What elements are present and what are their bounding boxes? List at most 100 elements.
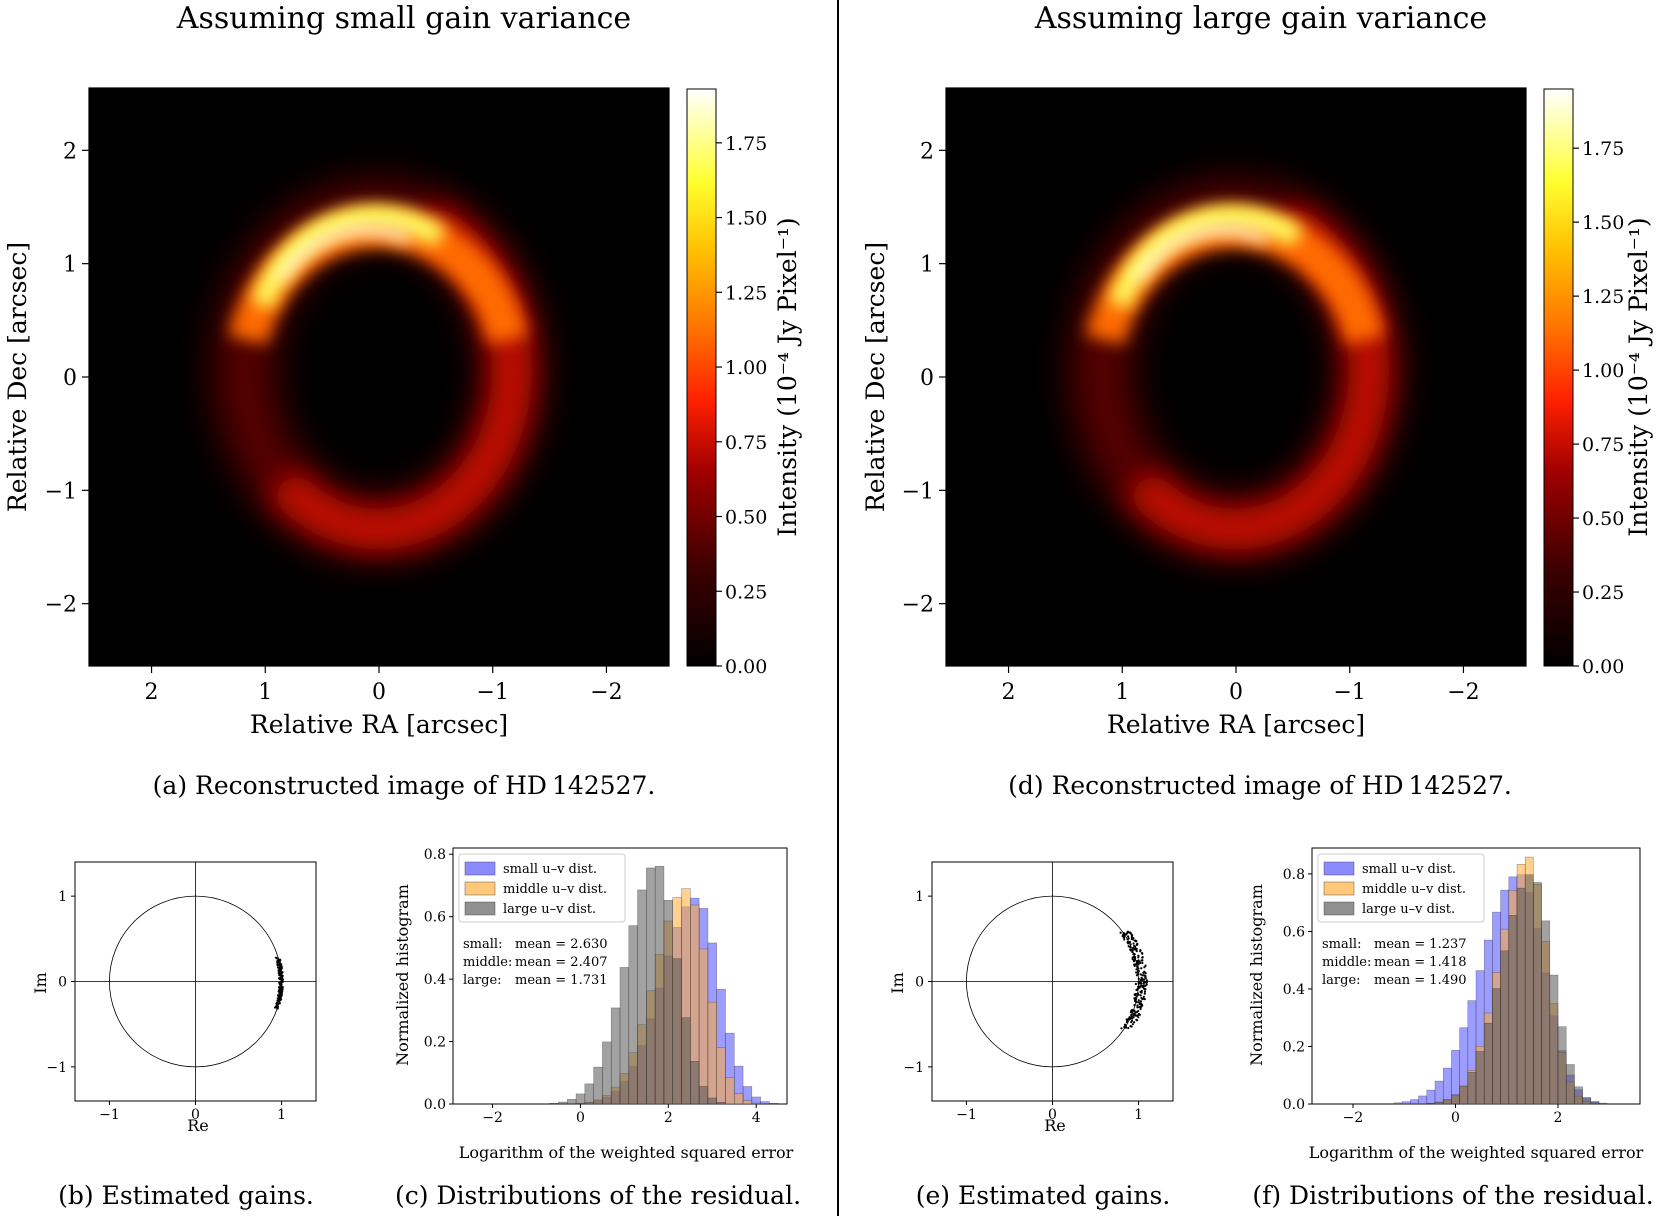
gain-point	[1139, 1007, 1142, 1011]
y-tick-label: 0	[915, 975, 924, 991]
left-header: Assuming small gain variance	[176, 1, 631, 36]
gain-point	[1137, 967, 1140, 970]
gain-point	[1139, 981, 1142, 984]
colorbar-tick-label: 1.75	[725, 133, 767, 155]
histogram-bar	[593, 1066, 603, 1105]
panel-a-caption: (a) Reconstructed image of HD 142527.	[153, 771, 656, 800]
y-tick-label: 0.4	[1283, 982, 1305, 998]
histogram-bar	[1590, 1101, 1600, 1105]
gain-point	[280, 978, 284, 981]
histogram-bar	[1541, 920, 1551, 1105]
mean-label: middle:	[463, 955, 512, 970]
panel-b-caption: (b) Estimated gains.	[58, 1181, 314, 1210]
mean-label: large:	[1322, 973, 1361, 988]
gain-point	[1125, 1021, 1128, 1024]
x-tick-label: 2	[1002, 680, 1016, 705]
panel-f-ylabel: Normalized histogram	[1247, 884, 1266, 1066]
gain-point	[1139, 1000, 1143, 1003]
panel-a-xlabel: Relative RA [arcsec]	[250, 710, 508, 739]
gain-point	[1129, 943, 1132, 946]
histogram-bar	[1598, 1102, 1608, 1105]
histogram-bar	[1426, 1089, 1436, 1105]
panel-d-colorbar-ticks: 0.00 0.25 0.50 0.75 1.00 1.25 1.50 1.75	[1573, 138, 1624, 678]
gain-point	[280, 993, 283, 997]
gain-point	[1133, 963, 1136, 966]
mean-label: large:	[463, 973, 502, 988]
gain-point	[1119, 931, 1122, 934]
gain-point	[1133, 1014, 1136, 1017]
x-tick-label: 1	[1115, 680, 1129, 705]
gain-point	[1130, 1015, 1133, 1018]
colorbar-tick-label: 1.00	[725, 357, 767, 379]
gain-point	[1140, 959, 1143, 962]
gain-point	[1137, 954, 1140, 957]
x-tick-label: 2	[664, 1110, 673, 1126]
gain-point	[280, 967, 283, 970]
colorbar-tick-label: 0.25	[1582, 582, 1624, 604]
histogram-bar	[725, 1077, 735, 1105]
gain-point	[278, 959, 281, 962]
histogram-bar	[1508, 915, 1518, 1105]
panel-a-colorbar-label: Intensity (10⁻⁴ Jy Pixel⁻¹)	[773, 217, 802, 536]
gain-point	[1137, 993, 1140, 996]
histogram-bar	[1442, 1067, 1452, 1105]
gain-point	[1137, 999, 1140, 1002]
panel-d-ring-hot	[1132, 225, 1270, 283]
mean-value: mean = 1.490	[1374, 973, 1467, 988]
gain-point	[1120, 1027, 1123, 1030]
histogram-bar	[549, 1102, 559, 1105]
mean-label: middle:	[1322, 955, 1371, 970]
y-tick-label: 0.6	[1283, 924, 1305, 940]
colorbar-tick-label: 0.75	[725, 432, 767, 454]
colorbar-tick-label: 1.25	[725, 282, 767, 304]
panel-d-xlabel: Relative RA [arcsec]	[1107, 710, 1365, 739]
gain-point	[1136, 961, 1139, 964]
histogram-bar	[1459, 1086, 1469, 1105]
gain-point	[1127, 931, 1130, 934]
gain-point	[1137, 1013, 1140, 1016]
gain-point	[1138, 960, 1141, 964]
gain-point	[1142, 971, 1145, 974]
histogram-bar	[610, 1007, 621, 1105]
gain-point	[277, 997, 280, 1000]
gain-point	[1130, 1011, 1133, 1014]
gain-point	[1133, 944, 1136, 947]
histogram-bar	[646, 867, 656, 1105]
panel-f-xlabel: Logarithm of the weighted squared error	[1309, 1143, 1644, 1162]
gain-point	[1144, 981, 1148, 984]
gain-point	[1125, 1026, 1128, 1029]
legend-swatch	[464, 861, 496, 876]
gain-point	[1135, 1019, 1139, 1022]
gain-point	[1132, 942, 1135, 945]
gain-point	[1132, 946, 1135, 950]
panel-d-ring-body	[1081, 191, 1389, 549]
x-tick-label: 4	[752, 1110, 761, 1126]
gain-point	[1136, 1004, 1139, 1007]
gain-point	[277, 1002, 280, 1005]
gain-point	[1137, 956, 1140, 959]
gain-point	[1135, 1001, 1138, 1004]
gain-point	[1143, 978, 1146, 981]
x-tick-label: −1	[99, 1107, 120, 1123]
gain-point	[1139, 994, 1142, 997]
gain-point	[1135, 974, 1139, 977]
gain-point	[1136, 942, 1139, 945]
colorbar-tick-label: 1.00	[1582, 360, 1624, 382]
panel-b-ylabel: Im	[31, 972, 50, 994]
histogram-bar	[742, 1100, 753, 1105]
gain-point	[1140, 976, 1143, 980]
gain-point	[279, 974, 283, 977]
gain-point	[1125, 933, 1128, 936]
panel-f-caption: (f) Distributions of the residual.	[1252, 1181, 1653, 1210]
panel-d-image-area	[946, 88, 1526, 666]
histogram-bar	[1434, 1101, 1444, 1105]
panel-a-xticks: 2 1 0 −1 −2 2 1 0 −1 −2	[45, 139, 623, 705]
gain-point	[1142, 997, 1145, 1000]
histogram-bar	[1582, 1097, 1592, 1105]
gain-point	[1139, 978, 1143, 981]
gain-point	[1136, 1006, 1139, 1009]
gain-point	[1134, 939, 1137, 942]
gain-point	[1136, 970, 1140, 973]
histogram-bar	[1467, 1072, 1477, 1105]
panel-a-colorbar	[686, 88, 717, 667]
